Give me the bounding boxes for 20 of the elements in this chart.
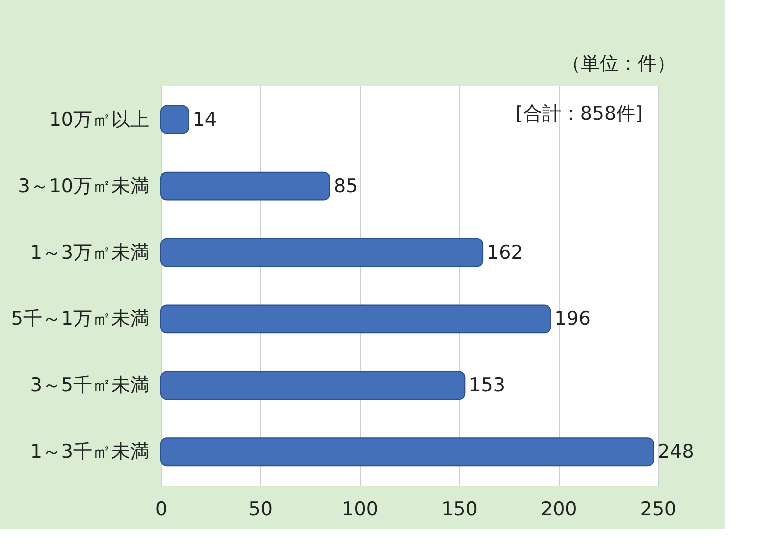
- x-tick-label: 150: [442, 498, 478, 520]
- x-tick-label: 200: [540, 498, 578, 520]
- y-tick-label: 1～3万㎡未満: [30, 242, 150, 264]
- data-label: 162: [487, 242, 524, 264]
- y-tick-label: 5千～1万㎡未満: [11, 308, 150, 330]
- y-tick-label: 1～3千㎡未満: [30, 441, 150, 464]
- x-tick-label: 100: [342, 498, 378, 520]
- annotation: [合計：858件]: [516, 103, 643, 125]
- y-tick-label: 3～5千㎡未満: [30, 374, 150, 397]
- text: （単位：件）: [562, 53, 676, 75]
- y-tick-label: 3～10万㎡未満: [18, 175, 150, 198]
- data-label: 196: [554, 308, 591, 330]
- y-tick-label: 10万㎡以上: [49, 108, 150, 131]
- x-tick-label: 0: [155, 498, 168, 520]
- x-tick-label: 250: [640, 498, 677, 520]
- data-label: 248: [658, 441, 694, 464]
- x-tick-label: 50: [248, 498, 273, 520]
- data-label: 153: [469, 374, 506, 397]
- data-label: 14: [192, 108, 218, 131]
- data-label: 85: [334, 175, 358, 198]
